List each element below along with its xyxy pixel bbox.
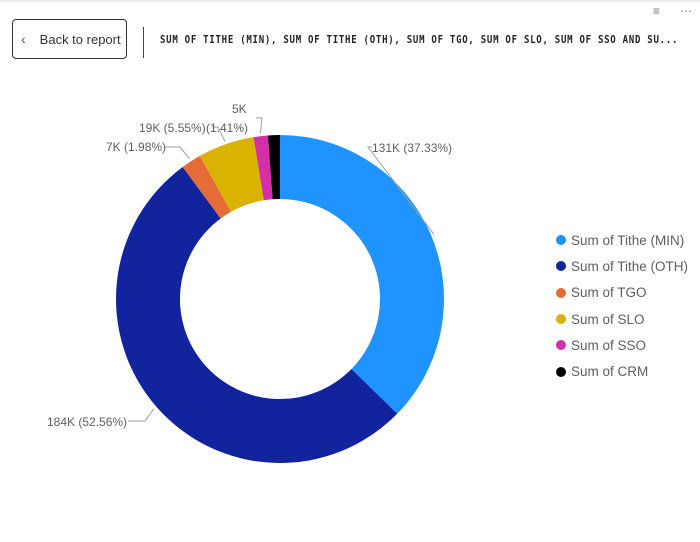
data-label-sso-value: 5K	[232, 102, 247, 116]
chevron-left-icon: ‹	[21, 31, 26, 47]
legend-marker	[556, 314, 566, 325]
slice-1[interactable]	[115, 166, 398, 464]
data-label-min: 131K (37.33%)	[372, 141, 452, 155]
slice-3[interactable]	[199, 137, 264, 212]
legend-label: Sum of SLO	[571, 311, 645, 327]
legend-marker	[556, 340, 566, 351]
slice-4[interactable]	[253, 135, 273, 201]
slice-0[interactable]	[280, 135, 444, 414]
data-label-tgo: 7K (1.98%)	[106, 140, 166, 154]
legend-marker	[556, 261, 566, 272]
legend-label: Sum of TGO	[571, 285, 647, 301]
legend-marker	[556, 235, 566, 246]
legend-item[interactable]: Sum of SLO	[556, 306, 688, 332]
legend-item[interactable]: Sum of TGO	[556, 280, 688, 306]
legend-item[interactable]: Sum of Tithe (MIN)	[556, 227, 688, 253]
legend-item[interactable]: Sum of SSO	[556, 332, 688, 358]
legend-item[interactable]: Sum of CRM	[556, 358, 688, 384]
visual-title: SUM OF TITHE (MIN), SUM OF TITHE (OTH), …	[160, 33, 679, 46]
data-label-oth: 184K (52.56%)	[47, 415, 127, 429]
back-to-report-button[interactable]: ‹ Back to report	[12, 19, 127, 59]
legend-marker	[556, 366, 566, 377]
filter-icon[interactable]: ≡	[653, 4, 661, 18]
leader-line	[256, 117, 263, 134]
legend-label: Sum of Tithe (OTH)	[571, 258, 689, 274]
legend-label: Sum of CRM	[571, 364, 649, 380]
slice-2[interactable]	[182, 155, 232, 219]
data-label-sso-percent: (1.41%)	[206, 121, 248, 135]
data-label-slo: 19K (5.55%)	[139, 121, 206, 135]
more-options-icon[interactable]: ⋯	[680, 4, 692, 18]
legend: Sum of Tithe (MIN) Sum of Tithe (OTH) Sum …	[556, 227, 688, 385]
leader-line	[165, 146, 190, 159]
slice-5[interactable]	[267, 135, 280, 200]
leader-line	[366, 146, 435, 235]
legend-item[interactable]: Sum of Tithe (OTH)	[556, 253, 688, 279]
leader-line	[212, 126, 226, 142]
back-label: Back to report	[39, 31, 121, 47]
leader-line	[128, 408, 155, 422]
legend-label: Sum of SSO	[571, 337, 647, 353]
top-border	[0, 0, 700, 2]
legend-marker	[556, 287, 566, 298]
divider	[143, 27, 144, 58]
legend-label: Sum of Tithe (MIN)	[571, 232, 685, 248]
